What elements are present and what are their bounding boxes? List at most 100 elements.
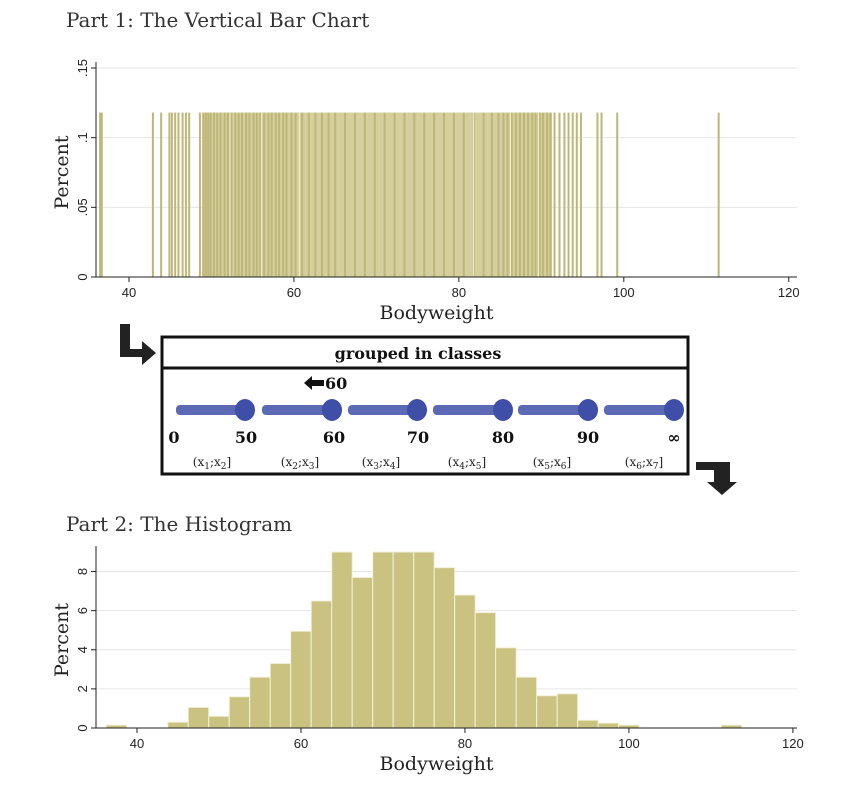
bar bbox=[174, 112, 177, 277]
y-tick-label: 2 bbox=[75, 685, 90, 692]
bar bbox=[263, 112, 266, 277]
x-tick-label: 120 bbox=[782, 736, 804, 751]
boundary-label: 80 bbox=[492, 428, 514, 447]
class-interval-label: (x2;x3] bbox=[281, 455, 319, 472]
bar bbox=[209, 112, 212, 277]
x-tick-label: 40 bbox=[122, 285, 136, 300]
bar bbox=[282, 112, 285, 277]
bar bbox=[240, 112, 243, 277]
bar bbox=[373, 112, 376, 277]
bar bbox=[600, 112, 603, 277]
x-axis-title: Bodyweight bbox=[380, 302, 494, 324]
bar bbox=[518, 112, 521, 277]
bar-gap bbox=[260, 112, 262, 277]
bar bbox=[510, 112, 513, 277]
bar bbox=[294, 112, 297, 277]
bar bbox=[462, 112, 465, 277]
bar bbox=[502, 112, 505, 277]
x-tick-label: 60 bbox=[294, 736, 308, 751]
y-tick-label: 6 bbox=[75, 607, 90, 614]
x-axis-title: Bodyweight bbox=[380, 753, 494, 775]
y-tick-label: .15 bbox=[75, 59, 90, 77]
bar bbox=[188, 112, 191, 277]
bar bbox=[99, 112, 102, 277]
class-segment bbox=[262, 405, 332, 415]
bar bbox=[579, 112, 582, 277]
part2-title: Part 2: The Histogram bbox=[66, 512, 293, 536]
bar bbox=[219, 112, 222, 277]
bar bbox=[443, 112, 446, 277]
x-tick-label: 40 bbox=[130, 736, 144, 751]
class-segment bbox=[518, 405, 588, 415]
bar-gap bbox=[229, 112, 231, 277]
bar bbox=[259, 112, 262, 277]
bar bbox=[596, 112, 599, 277]
bar bbox=[514, 112, 517, 277]
segment-endpoint bbox=[578, 399, 598, 421]
bar bbox=[230, 112, 233, 277]
bar bbox=[100, 112, 103, 277]
bar bbox=[151, 112, 154, 277]
bar bbox=[198, 112, 201, 277]
bar bbox=[423, 112, 426, 277]
bar bbox=[393, 112, 396, 277]
bar bbox=[226, 112, 229, 277]
boundary-label: 70 bbox=[407, 428, 429, 447]
y-tick-label: 0 bbox=[75, 273, 90, 280]
y-tick-label: .05 bbox=[75, 198, 90, 216]
class-interval-label: (x6;x7] bbox=[625, 455, 663, 472]
bar bbox=[177, 112, 180, 277]
bar bbox=[413, 112, 416, 277]
boundary-label: ∞ bbox=[667, 428, 680, 447]
bar bbox=[204, 112, 207, 277]
bar bbox=[567, 112, 570, 277]
class-interval-label: (x3;x4] bbox=[362, 455, 400, 472]
bar bbox=[490, 112, 493, 277]
bar bbox=[534, 112, 537, 277]
bar bbox=[546, 112, 549, 277]
x-tick-label: 100 bbox=[613, 285, 635, 300]
y-axis-title: Percent bbox=[51, 135, 73, 209]
class-segment bbox=[176, 405, 245, 415]
bar bbox=[497, 112, 500, 277]
boundary-label: 50 bbox=[235, 428, 257, 447]
bar bbox=[168, 112, 171, 277]
class-segment bbox=[433, 405, 503, 415]
bar bbox=[506, 112, 509, 277]
bar bbox=[334, 112, 337, 277]
bar bbox=[482, 112, 485, 277]
bar bbox=[307, 112, 310, 277]
bar bbox=[245, 112, 248, 277]
elbow-arrow-left bbox=[120, 324, 156, 365]
bar bbox=[541, 112, 544, 277]
part1-title: Part 1: The Vertical Bar Chart bbox=[66, 8, 370, 32]
y-tick-label: 8 bbox=[75, 568, 90, 575]
class-interval-label: (x5;x6] bbox=[533, 455, 571, 472]
bar-gap bbox=[538, 112, 540, 277]
bar bbox=[216, 112, 219, 277]
bar bbox=[270, 112, 273, 277]
bar bbox=[202, 112, 205, 277]
bar bbox=[223, 112, 226, 277]
boundary-label: 0 bbox=[168, 428, 179, 447]
bar bbox=[403, 112, 406, 277]
bar bbox=[523, 112, 526, 277]
bar bbox=[452, 112, 455, 277]
y-tick-label: 0 bbox=[75, 724, 90, 731]
x-tick-label: 100 bbox=[618, 736, 640, 751]
bar bbox=[527, 112, 530, 277]
segment-endpoint bbox=[235, 399, 255, 421]
bar bbox=[184, 112, 187, 277]
bar bbox=[549, 112, 552, 277]
bar bbox=[285, 112, 288, 277]
bar bbox=[234, 112, 237, 277]
bar bbox=[170, 112, 173, 277]
left-arrow-icon bbox=[304, 376, 324, 390]
class-segment bbox=[348, 405, 417, 415]
segment-endpoint bbox=[493, 399, 513, 421]
bar bbox=[563, 112, 566, 277]
bar bbox=[538, 112, 541, 277]
elbow-arrow-right bbox=[696, 462, 737, 495]
